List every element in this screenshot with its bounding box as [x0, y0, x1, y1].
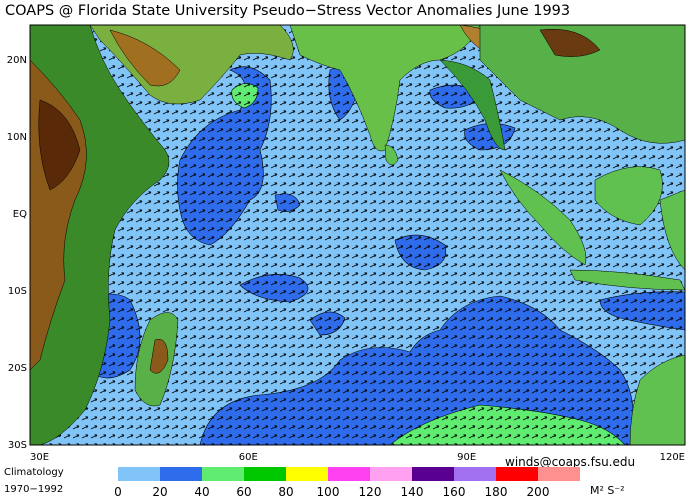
colorbar-swatch — [412, 467, 454, 481]
colorbar-tick-label: 200 — [527, 485, 550, 499]
title: COAPS @ Florida State University Pseudo−… — [5, 3, 570, 19]
credit: winds@coaps.fsu.edu — [505, 455, 635, 469]
longitude-label: 120E — [660, 452, 685, 463]
colorbar-units: M² S⁻² — [590, 484, 625, 497]
colorbar-swatch — [454, 467, 496, 481]
latitude-label: 10S — [8, 286, 27, 297]
colorbar-swatch — [538, 467, 580, 481]
longitude-label: 30E — [30, 452, 49, 463]
colorbar-swatch — [244, 467, 286, 481]
longitude-label: 60E — [239, 452, 258, 463]
longitude-label: 90E — [457, 452, 476, 463]
colorbar-swatch — [328, 467, 370, 481]
climatology-label: Climatology — [4, 467, 64, 478]
colorbar-tick-label: 40 — [194, 485, 209, 499]
map-frame — [29, 24, 686, 446]
colorbar: 0 20 40 60 80 100 120 140 160 180 200 M² S⁻² — [114, 467, 625, 499]
colorbar-swatch — [202, 467, 244, 481]
colorbar-tick-label: 0 — [114, 485, 122, 499]
colorbar-tick-label: 140 — [401, 485, 424, 499]
latitude-label: 20S — [8, 363, 27, 374]
colorbar-tick-label: 80 — [278, 485, 293, 499]
colorbar-tick-label: 120 — [359, 485, 382, 499]
climatology-period: 1970−1992 — [4, 484, 63, 495]
colorbar-swatch — [286, 467, 328, 481]
colorbar-tick-label: 60 — [236, 485, 251, 499]
latitude-label: EQ — [13, 209, 27, 220]
latitude-label: 10N — [7, 132, 27, 143]
colorbar-tick-label: 180 — [485, 485, 508, 499]
map — [30, 25, 685, 445]
colorbar-tick-label: 20 — [152, 485, 167, 499]
colorbar-tick-label: 100 — [317, 485, 340, 499]
latitude-label: 30S — [8, 440, 27, 451]
colorbar-swatch — [370, 467, 412, 481]
longitude-labels: 30E 60E 90E 120E — [30, 452, 685, 463]
colorbar-swatch — [118, 467, 160, 481]
latitude-labels: 20N 10N EQ 10S 20S 30S — [7, 55, 27, 451]
latitude-label: 20N — [7, 55, 27, 66]
colorbar-swatch — [496, 467, 538, 481]
colorbar-swatch — [160, 467, 202, 481]
colorbar-tick-label: 160 — [443, 485, 466, 499]
land — [30, 25, 685, 445]
